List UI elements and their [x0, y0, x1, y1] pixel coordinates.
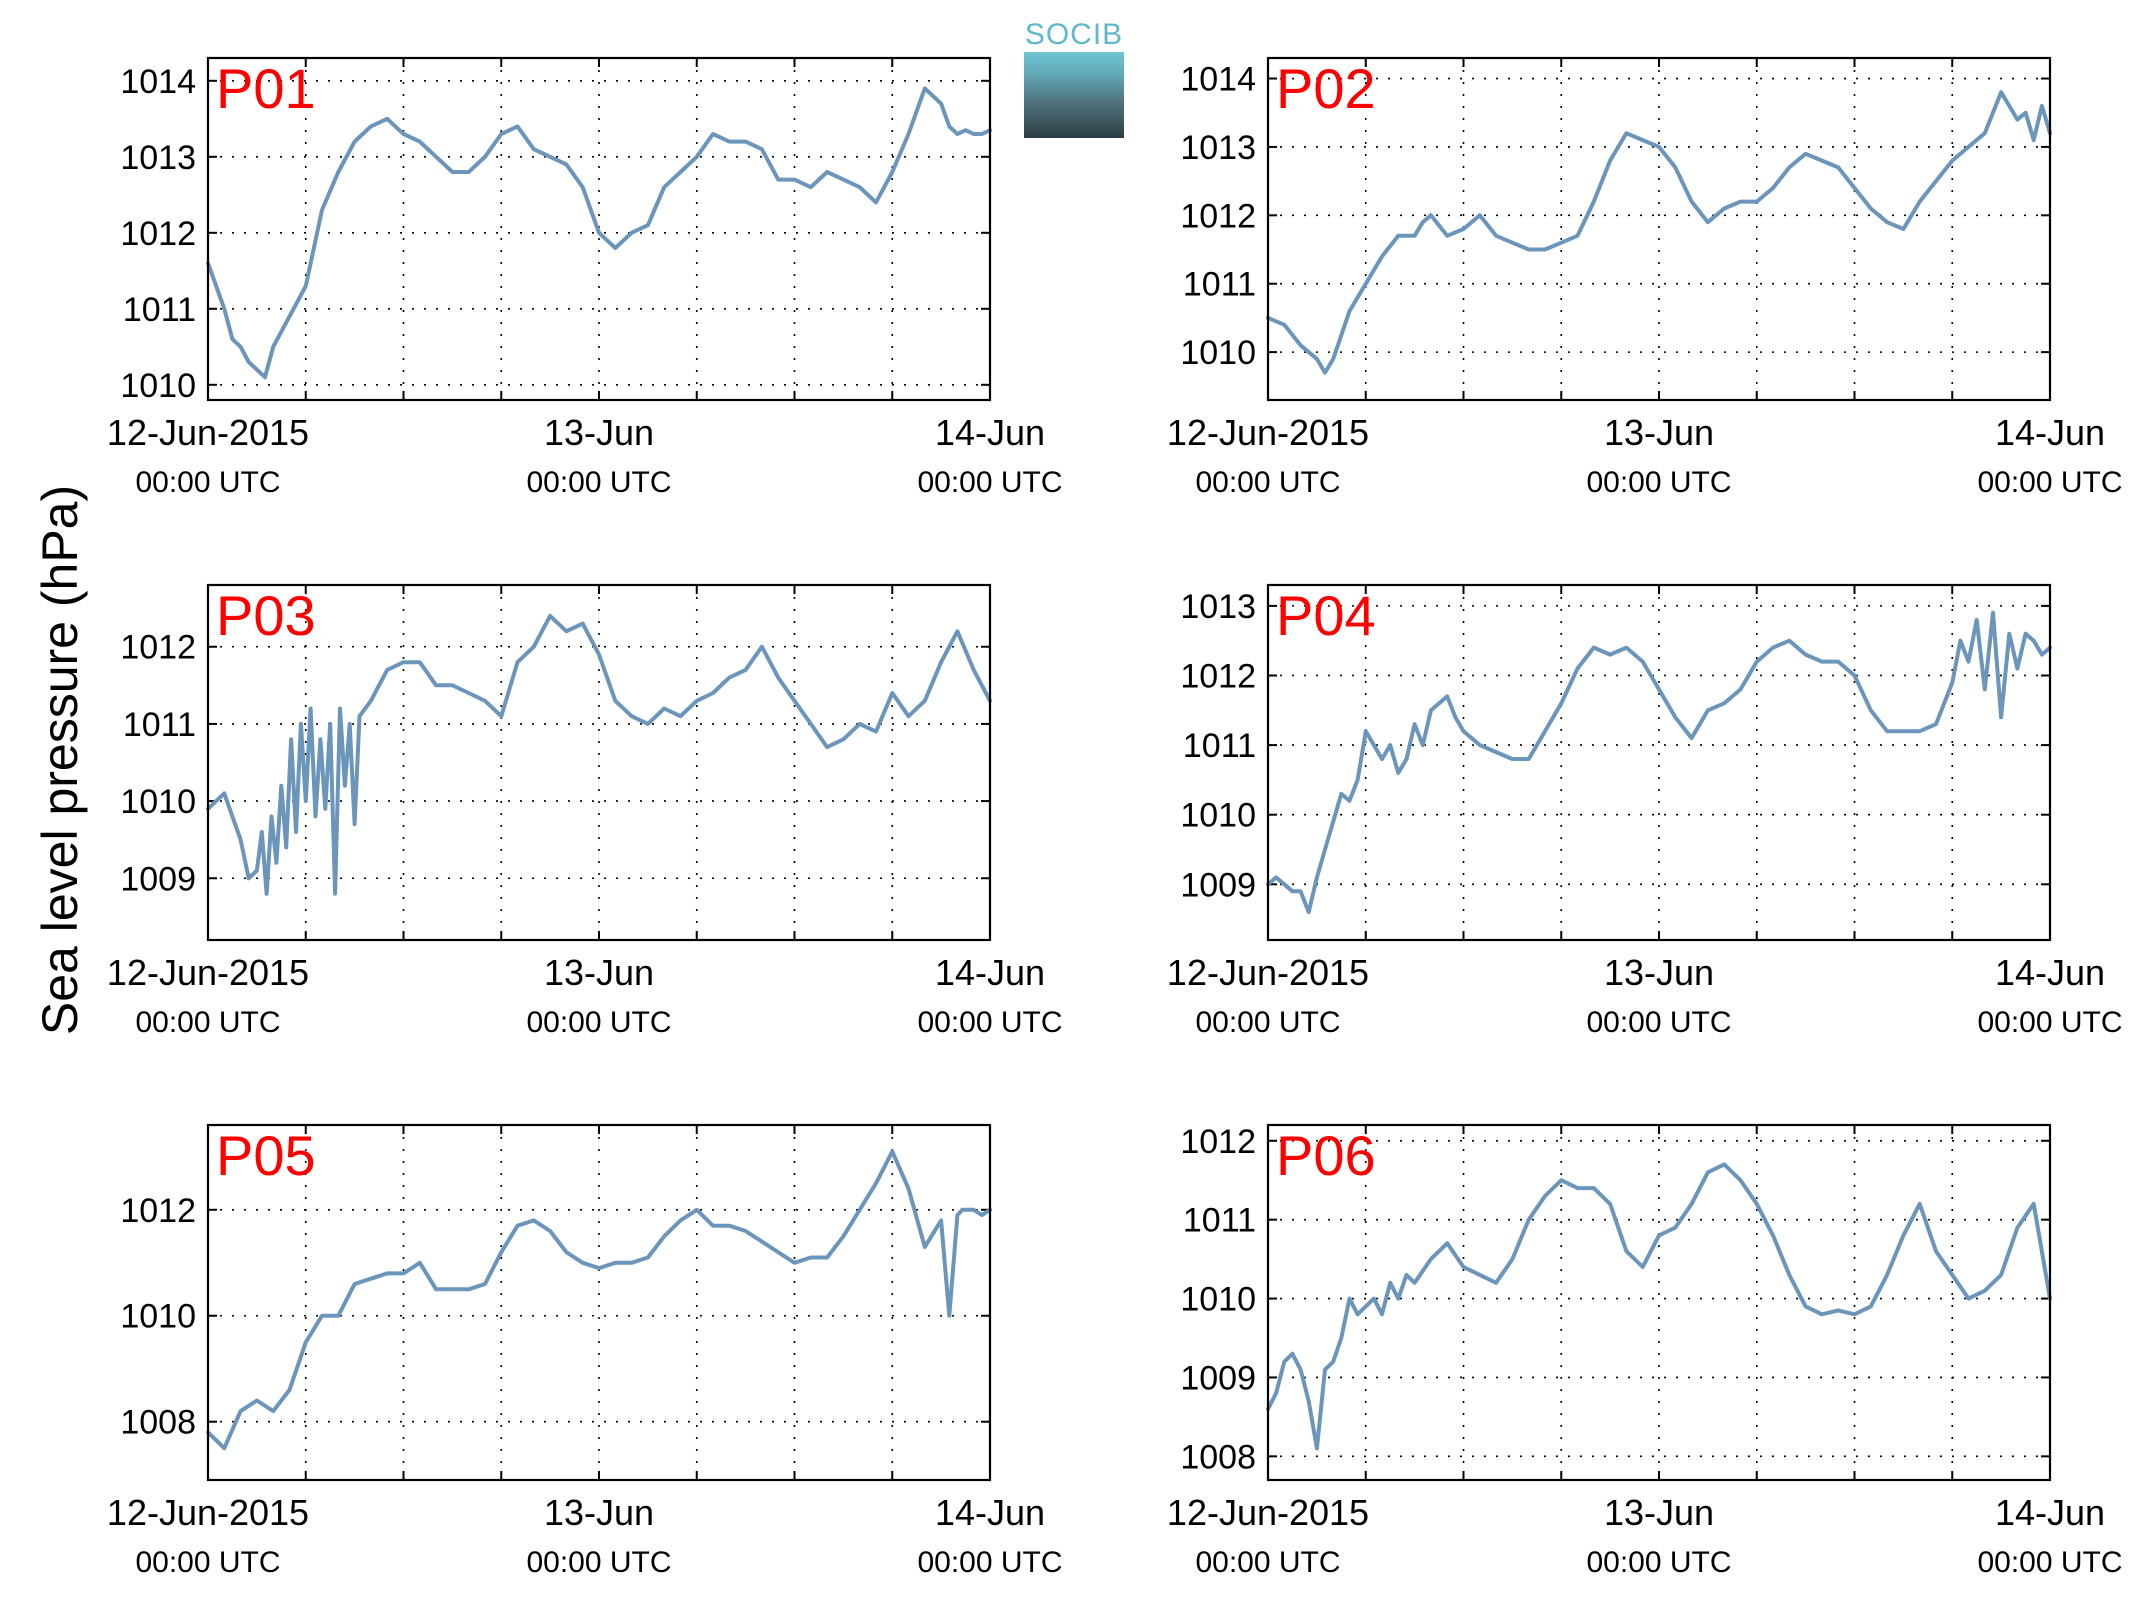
- x-tick-label-time: 00:00 UTC: [1195, 466, 1340, 499]
- x-tick-label-date: 12-Jun-2015: [1167, 952, 1369, 993]
- x-tick-label-time: 00:00 UTC: [917, 466, 1062, 499]
- logo-text: SOCIB: [1024, 18, 1124, 51]
- series-line: [206, 1149, 992, 1451]
- socib-logo: SOCIB: [1024, 18, 1124, 138]
- x-tick-label-date: 14-Jun: [1995, 412, 2105, 453]
- axes-frame: [1266, 1123, 2052, 1482]
- y-tick-label: 1012: [1180, 1123, 1256, 1161]
- y-tick-label: 1012: [1180, 657, 1256, 695]
- y-tick-label: 1013: [120, 139, 196, 177]
- x-tick-label-date: 12-Jun-2015: [107, 952, 309, 993]
- chart-panel-p06: 1008 1009 1010 1011 1012 12-Jun-2015 00:00 UTC…: [1167, 1123, 2123, 1579]
- x-tick-label-time: 00:00 UTC: [526, 466, 671, 499]
- axes-frame: [206, 56, 992, 402]
- y-tick-label: 1009: [1180, 1359, 1256, 1397]
- x-tick-label-date: 13-Jun: [1604, 412, 1714, 453]
- x-tick-label-date: 12-Jun-2015: [107, 412, 309, 453]
- y-tick-label: 1012: [120, 215, 196, 253]
- x-tick-label-date: 13-Jun: [1604, 1492, 1714, 1533]
- x-tick-label-time: 00:00 UTC: [526, 1546, 671, 1579]
- x-tick-label-time: 00:00 UTC: [917, 1006, 1062, 1039]
- chart-panel-p02: 1010 1011 1012 1013 1014 12-Jun-2015 00:00 UTC…: [1167, 56, 2123, 499]
- x-tick-label-date: 14-Jun: [935, 952, 1045, 993]
- series-line: [206, 86, 992, 380]
- y-tick-label: 1008: [120, 1404, 196, 1442]
- y-tick-label: 1010: [1180, 1281, 1256, 1319]
- x-tick-label-date: 13-Jun: [544, 412, 654, 453]
- x-tick-label-time: 00:00 UTC: [1195, 1006, 1340, 1039]
- panel-label: P03: [216, 584, 316, 647]
- y-tick-label: 1009: [1180, 866, 1256, 904]
- series-line: [1266, 1162, 2052, 1451]
- series-line: [206, 613, 992, 896]
- y-tick-label: 1010: [1180, 797, 1256, 835]
- x-tick-label-time: 00:00 UTC: [1977, 466, 2122, 499]
- x-tick-label-time: 00:00 UTC: [135, 1546, 280, 1579]
- y-tick-label: 1013: [1180, 588, 1256, 626]
- y-tick-label: 1011: [1183, 266, 1256, 304]
- x-tick-label-time: 00:00 UTC: [1195, 1546, 1340, 1579]
- x-tick-label-time: 00:00 UTC: [526, 1006, 671, 1039]
- y-tick-label: 1013: [1180, 129, 1256, 167]
- chart-panel-p05: 1008 1010 1012 12-Jun-2015 00:00 UTC 13-Jun 00…: [107, 1123, 1063, 1579]
- x-tick-label-date: 14-Jun: [1995, 1492, 2105, 1533]
- panel-label: P02: [1276, 57, 1376, 120]
- chart-panel-p01: 1010 1011 1012 1013 1014 12-Jun-2015 00:00 UTC…: [107, 56, 1063, 499]
- axes-frame: [206, 1123, 992, 1482]
- x-tick-label-date: 14-Jun: [935, 412, 1045, 453]
- y-tick-label: 1010: [120, 1298, 196, 1336]
- x-tick-label-time: 00:00 UTC: [135, 466, 280, 499]
- x-tick-label-date: 13-Jun: [544, 1492, 654, 1533]
- y-tick-label: 1011: [1183, 1202, 1256, 1240]
- x-tick-label-date: 12-Jun-2015: [1167, 412, 1369, 453]
- x-tick-label-date: 12-Jun-2015: [107, 1492, 309, 1533]
- y-tick-label: 1011: [1183, 727, 1256, 765]
- y-tick-label: 1014: [1180, 61, 1256, 99]
- y-tick-label: 1014: [120, 63, 196, 101]
- panel-label: P05: [216, 1124, 316, 1187]
- y-tick-label: 1010: [1180, 334, 1256, 372]
- x-tick-label-date: 14-Jun: [1995, 952, 2105, 993]
- x-tick-label-date: 14-Jun: [935, 1492, 1045, 1533]
- x-tick-label-time: 00:00 UTC: [1586, 1006, 1731, 1039]
- series-line: [1266, 610, 2052, 915]
- series-line: [1266, 90, 2052, 375]
- panel-label: P01: [216, 57, 316, 120]
- chart-panel-p03: 1009 1010 1011 1012 12-Jun-2015 00:00 UTC 13-J…: [107, 583, 1063, 1039]
- y-tick-label: 1010: [120, 367, 196, 405]
- x-tick-label-date: 13-Jun: [1604, 952, 1714, 993]
- x-tick-label-time: 00:00 UTC: [1586, 1546, 1731, 1579]
- y-tick-label: 1012: [120, 629, 196, 667]
- x-tick-label-date: 12-Jun-2015: [1167, 1492, 1369, 1533]
- x-tick-label-time: 00:00 UTC: [135, 1006, 280, 1039]
- y-tick-label: 1010: [120, 783, 196, 821]
- x-tick-label-date: 13-Jun: [544, 952, 654, 993]
- y-tick-label: 1012: [1180, 197, 1256, 235]
- x-tick-label-time: 00:00 UTC: [917, 1546, 1062, 1579]
- panel-label: P06: [1276, 1124, 1376, 1187]
- y-tick-label: 1009: [120, 860, 196, 898]
- x-tick-label-time: 00:00 UTC: [1586, 466, 1731, 499]
- axes-frame: [206, 583, 992, 942]
- axes-frame: [1266, 583, 2052, 942]
- y-tick-label: 1011: [123, 706, 196, 744]
- chart-panel-p04: 1009 1010 1011 1012 1013 12-Jun-2015 00:00 UTC…: [1167, 583, 2123, 1039]
- axes-frame: [1266, 56, 2052, 402]
- x-tick-label-time: 00:00 UTC: [1977, 1006, 2122, 1039]
- y-tick-label: 1008: [1180, 1438, 1256, 1476]
- panel-label: P04: [1276, 584, 1376, 647]
- logo-graphic: [1024, 52, 1124, 138]
- y-tick-label: 1011: [123, 291, 196, 329]
- x-tick-label-time: 00:00 UTC: [1977, 1546, 2122, 1579]
- y-tick-label: 1012: [120, 1192, 196, 1230]
